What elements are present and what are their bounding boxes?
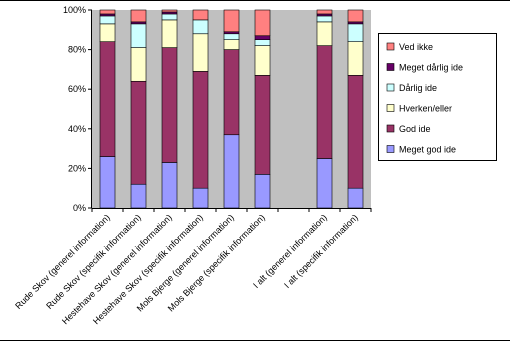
- bar-segment: [223, 39, 240, 50]
- legend-label: Ved ikke: [399, 42, 433, 52]
- bar-segment: [99, 23, 116, 42]
- bar-segment: [130, 23, 147, 48]
- legend-label: Hverken/eller: [399, 104, 452, 114]
- bar-segment: [192, 71, 209, 189]
- y-tick-label: 20%: [68, 163, 86, 173]
- bar-segment: [161, 13, 178, 21]
- bar-segment: [99, 156, 116, 209]
- bar-segment: [316, 15, 333, 23]
- y-tick-label: 0%: [73, 203, 86, 213]
- bar-segment: [192, 9, 209, 21]
- bar-segment: [161, 19, 178, 48]
- bar-segment: [99, 15, 116, 25]
- legend-label: Meget god ide: [399, 145, 456, 155]
- bar-segment: [254, 35, 271, 41]
- bar-segment: [130, 183, 147, 209]
- bar-segment: [192, 19, 209, 35]
- bar-segment: [254, 39, 271, 46]
- bar-segment: [254, 45, 271, 76]
- bar-segment: [161, 162, 178, 209]
- bar-segment: [223, 9, 240, 33]
- legend-label: Meget dårlig ide: [399, 63, 463, 73]
- legend-swatch: [386, 124, 395, 133]
- x-tick-label: Hestehave Skov (generel information): [60, 212, 174, 326]
- bar-segment: [316, 158, 333, 209]
- bar-segment: [99, 41, 116, 157]
- legend-swatch: [386, 63, 395, 71]
- bar-segment: [316, 45, 333, 159]
- bar-segment: [192, 187, 209, 209]
- y-tick-label: 100%: [63, 5, 86, 15]
- bar-segment: [347, 9, 364, 23]
- legend-label: Dårlig ide: [399, 83, 437, 93]
- bar-segment: [316, 21, 333, 46]
- bar-segment: [347, 187, 364, 209]
- bar-segment: [254, 75, 271, 175]
- legend-label: God ide: [399, 124, 431, 134]
- bar-segment: [161, 9, 178, 13]
- bar-segment: [347, 75, 364, 189]
- bar-segment: [254, 174, 271, 209]
- bar-segment: [347, 23, 364, 42]
- x-tick-label: Hestehave Skov (specifik information): [91, 212, 205, 326]
- bar-segment: [130, 9, 147, 23]
- legend-swatch: [386, 42, 395, 51]
- bar-segment: [223, 33, 240, 40]
- bar-segment: [347, 41, 364, 76]
- bar-segment: [192, 33, 209, 72]
- bar-segment: [316, 9, 333, 15]
- bar-segment: [99, 9, 116, 15]
- bar-segment: [161, 47, 178, 163]
- y-tick-label: 60%: [68, 84, 86, 94]
- y-tick-label: 80%: [68, 45, 86, 55]
- bar-segment: [223, 134, 240, 209]
- bar-segment: [130, 80, 147, 185]
- legend: [378, 33, 497, 161]
- bar-segment: [130, 47, 147, 82]
- bar-segment: [254, 9, 271, 37]
- legend-swatch: [386, 83, 395, 92]
- y-tick-label: 40%: [68, 124, 86, 134]
- legend-swatch: [386, 104, 395, 112]
- bar-segment: [223, 49, 240, 136]
- legend-swatch: [386, 145, 395, 153]
